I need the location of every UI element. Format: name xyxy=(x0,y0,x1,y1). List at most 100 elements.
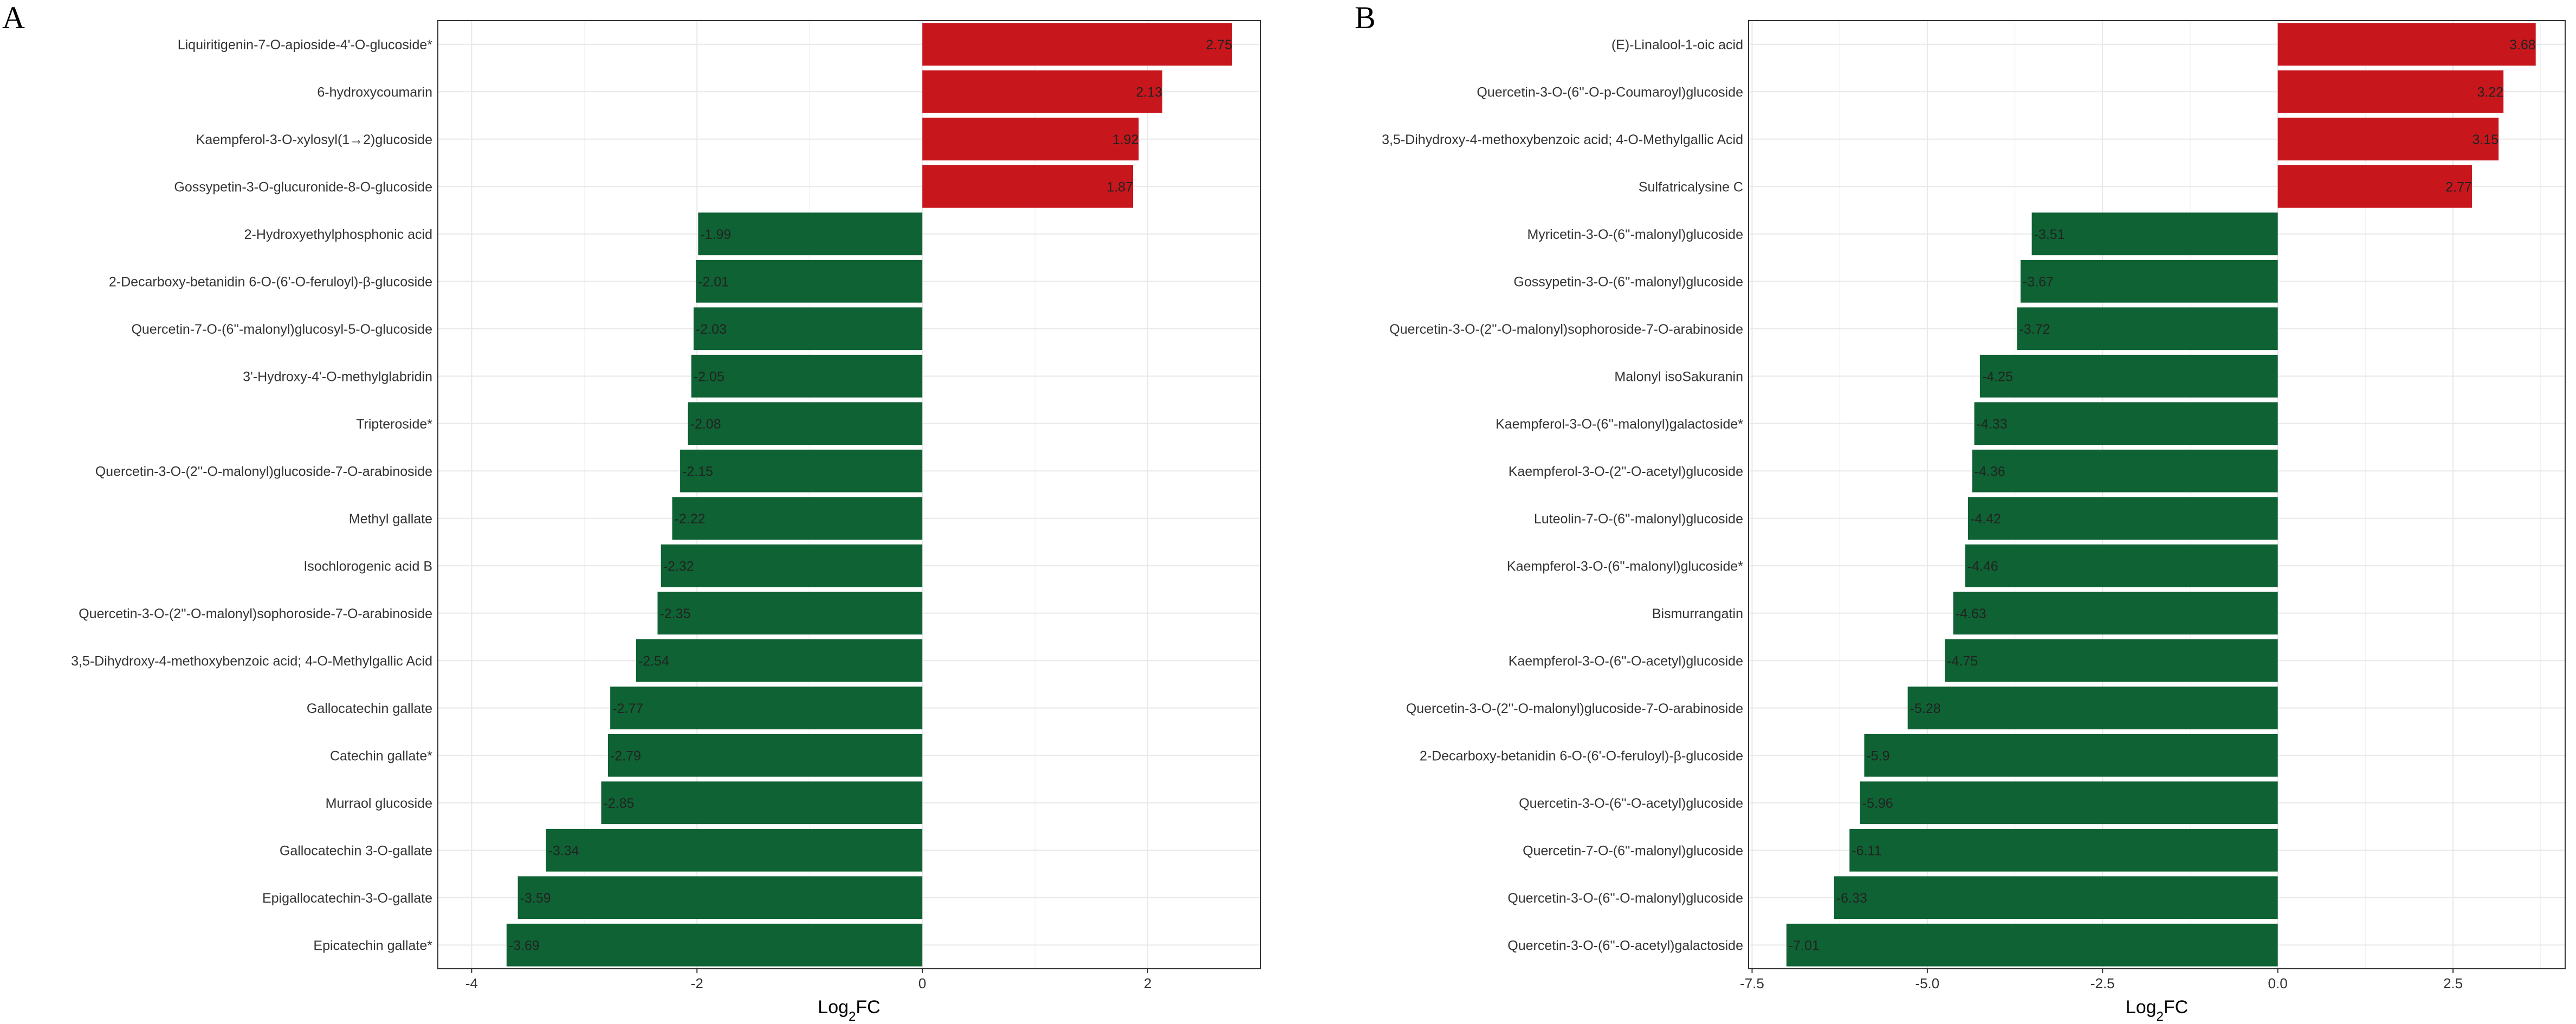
panel-a-bar xyxy=(691,354,923,398)
panel-a-bar xyxy=(922,118,1139,161)
panel-a-bar xyxy=(610,686,923,730)
panel-a-bar xyxy=(661,544,923,587)
panel-a-bar xyxy=(922,70,1163,113)
panel-b-category-label: Kaempferol-3-O-(6''-malonyl)galactoside* xyxy=(1496,417,1743,432)
panel-b-bar-value-label: -4.75 xyxy=(1947,653,1978,669)
panel-a-bar-value-label: -2.05 xyxy=(694,369,724,384)
panel-a-bar xyxy=(657,592,923,635)
panel-b-letter: B xyxy=(1355,0,1376,35)
panel-b-category-label: Kaempferol-3-O-(6''-malonyl)glucoside* xyxy=(1507,559,1743,574)
panel-b-category-label: Sulfatricalysine C xyxy=(1639,179,1743,195)
panel-a-bar-value-label: 1.92 xyxy=(1112,132,1139,147)
panel-b-bar xyxy=(1972,449,2278,492)
panel-b-bar xyxy=(1834,876,2278,919)
panel-b-bar-value-label: -5.28 xyxy=(1910,701,1941,716)
panel-b-bar xyxy=(1979,354,2278,398)
panel-a-x-tick-label: -4 xyxy=(465,975,478,991)
panel-b-x-axis-title: Log2FC xyxy=(2126,997,2188,1024)
panel-b-bar xyxy=(1849,828,2278,872)
panel-a-bar-value-label: -2.03 xyxy=(696,322,727,337)
panel-a-category-label: Quercetin-3-O-(2''-O-malonyl)sophoroside… xyxy=(79,606,432,621)
panel-a-plot-frame xyxy=(437,20,1261,969)
panel-b-x-tick-label: 0.0 xyxy=(2268,975,2288,991)
panel-b-category-label: Gossypetin-3-O-(6''-malonyl)glucoside xyxy=(1513,274,1743,289)
panel-a-category-label: Liquiritigenin-7-O-apioside-4'-O-glucosi… xyxy=(178,37,433,53)
panel-a-bar xyxy=(696,260,923,303)
panel-b-category-label: Quercetin-3-O-(6''-O-p-Coumaroyl)glucosi… xyxy=(1477,85,1743,100)
panel-b-bar xyxy=(1945,639,2278,682)
panel-a-bar-value-label: -2.79 xyxy=(610,748,641,763)
panel-a-bar-value-label: -2.22 xyxy=(675,511,706,527)
panel-a-bar-value-label: 2.75 xyxy=(1206,37,1232,53)
panel-a-category-label: Isochlorogenic acid B xyxy=(303,559,432,574)
panel-b-bar-value-label: 3.22 xyxy=(2477,85,2503,100)
panel-b-bar-value-label: -5.96 xyxy=(1862,796,1893,811)
panel-a-bar-value-label: -2.01 xyxy=(698,274,729,289)
panel-a-bar xyxy=(636,639,923,682)
panel-a-bar xyxy=(680,449,923,492)
panel-a-category-label: Kaempferol-3-O-xylosyl(1→2)glucoside xyxy=(196,132,432,147)
panel-a-letter: A xyxy=(2,0,25,35)
panel-b-category-label: Quercetin-3-O-(2''-O-malonyl)glucoside-7… xyxy=(1406,701,1743,716)
panel-a-bar xyxy=(922,165,1134,208)
panel-b-category-label: Kaempferol-3-O-(2''-O-acetyl)glucoside xyxy=(1509,464,1743,479)
panel-b-chart: B 3.68 3.22 3.15 2.77 -3.51 -3.67 -3.72 -4.25 -4… xyxy=(1355,0,2566,1024)
panel-a-bar-value-label: -3.59 xyxy=(520,891,551,906)
panel-b-bar xyxy=(2017,307,2278,351)
panel-b-bar xyxy=(1860,781,2278,825)
panel-a-bar-value-label: -2.35 xyxy=(659,606,690,621)
panel-a-bar xyxy=(688,402,923,445)
panel-a-category-label: 6-hydroxycoumarin xyxy=(317,85,432,100)
panel-b-bar-value-label: -7.01 xyxy=(1789,938,1820,953)
panel-a-x-axis-title: Log2FC xyxy=(818,997,880,1024)
panel-a-bar-value-label: -3.34 xyxy=(548,843,579,858)
panel-a-category-label: Murraol glucoside xyxy=(326,796,432,811)
panel-a-bar-value-label: -2.08 xyxy=(690,417,721,432)
panel-b-x-tick-label: 2.5 xyxy=(2443,975,2463,991)
panel-b-x-tick-label: -7.5 xyxy=(1740,975,1764,991)
panel-a-bar xyxy=(601,781,923,825)
panel-b-bar-value-label: -6.11 xyxy=(1852,843,1881,858)
panel-b-category-label: Kaempferol-3-O-(6''-O-acetyl)glucoside xyxy=(1509,653,1743,669)
panel-b-category-label: Quercetin-3-O-(6''-O-acetyl)galactoside xyxy=(1507,938,1743,953)
panel-b-gridlines xyxy=(1749,21,2565,969)
panel-a-category-labels: Liquiritigenin-7-O-apioside-4'-O-glucosi… xyxy=(71,37,432,954)
panel-b-bar xyxy=(1907,686,2278,730)
panel-a-category-label: Tripteroside* xyxy=(356,417,432,432)
panel-b-bar-value-label: -4.46 xyxy=(1967,559,1998,574)
panel-a-bar xyxy=(698,212,923,256)
panel-b-bar xyxy=(1967,497,2278,540)
panel-b-bar-value-label: 3.68 xyxy=(2509,37,2536,53)
panel-b-bar-value-label: -4.36 xyxy=(1975,464,2005,479)
panel-b-category-label: Bismurrangatin xyxy=(1652,606,1743,621)
panel-a-category-label: Epicatechin gallate* xyxy=(313,938,432,953)
panel-a-bar xyxy=(922,23,1233,66)
panel-b-bar xyxy=(2277,165,2472,208)
panel-a-bar xyxy=(517,876,923,919)
panel-b-bar xyxy=(1965,544,2278,587)
panel-b-bar-value-label: -6.33 xyxy=(1836,891,1867,906)
panel-b-bar xyxy=(2020,260,2278,303)
panel-b-category-label: Luteolin-7-O-(6''-malonyl)glucoside xyxy=(1534,511,1743,527)
panel-a-bar-value-label: 2.13 xyxy=(1136,85,1162,100)
panel-a-bars: 2.75 2.13 1.92 1.87 -1.99 -2.01 -2.03 -2.05 -2.0… xyxy=(506,23,1233,967)
panel-b-bar xyxy=(2031,212,2278,256)
panel-b-bar-value-label: -4.33 xyxy=(1977,417,2008,432)
panel-b-category-label: Myricetin-3-O-(6''-malonyl)glucoside xyxy=(1527,227,1743,242)
panel-a-bar-value-label: -2.32 xyxy=(663,559,694,574)
panel-b-category-label: Malonyl isoSakuranin xyxy=(1614,369,1743,384)
panel-a-category-label: Epigallocatechin-3-O-gallate xyxy=(262,891,432,906)
panel-b-x-tick-label: -2.5 xyxy=(2090,975,2115,991)
panel-b-bar-value-label: -4.42 xyxy=(1970,511,2001,527)
panel-a-gridlines xyxy=(438,21,1260,969)
panel-b-category-label: Quercetin-3-O-(6''-O-acetyl)glucoside xyxy=(1519,796,1743,811)
panel-b-bars: 3.68 3.22 3.15 2.77 -3.51 -3.67 -3.72 -4.25 -4.3… xyxy=(1786,23,2536,967)
panel-b-category-label: 3,5-Dihydroxy-4-methoxybenzoic acid; 4-O… xyxy=(1382,132,1743,147)
panel-a-x-tick-label: -2 xyxy=(691,975,703,991)
panel-b-x-axis: -7.5 -5.0 -2.5 0.0 2.5 xyxy=(1740,969,2463,991)
panel-a-category-label: Methyl gallate xyxy=(349,511,432,527)
panel-a-bar-value-label: -2.15 xyxy=(682,464,713,479)
panel-a-bar xyxy=(607,734,923,777)
panel-b-bar-value-label: -3.51 xyxy=(2034,227,2065,242)
